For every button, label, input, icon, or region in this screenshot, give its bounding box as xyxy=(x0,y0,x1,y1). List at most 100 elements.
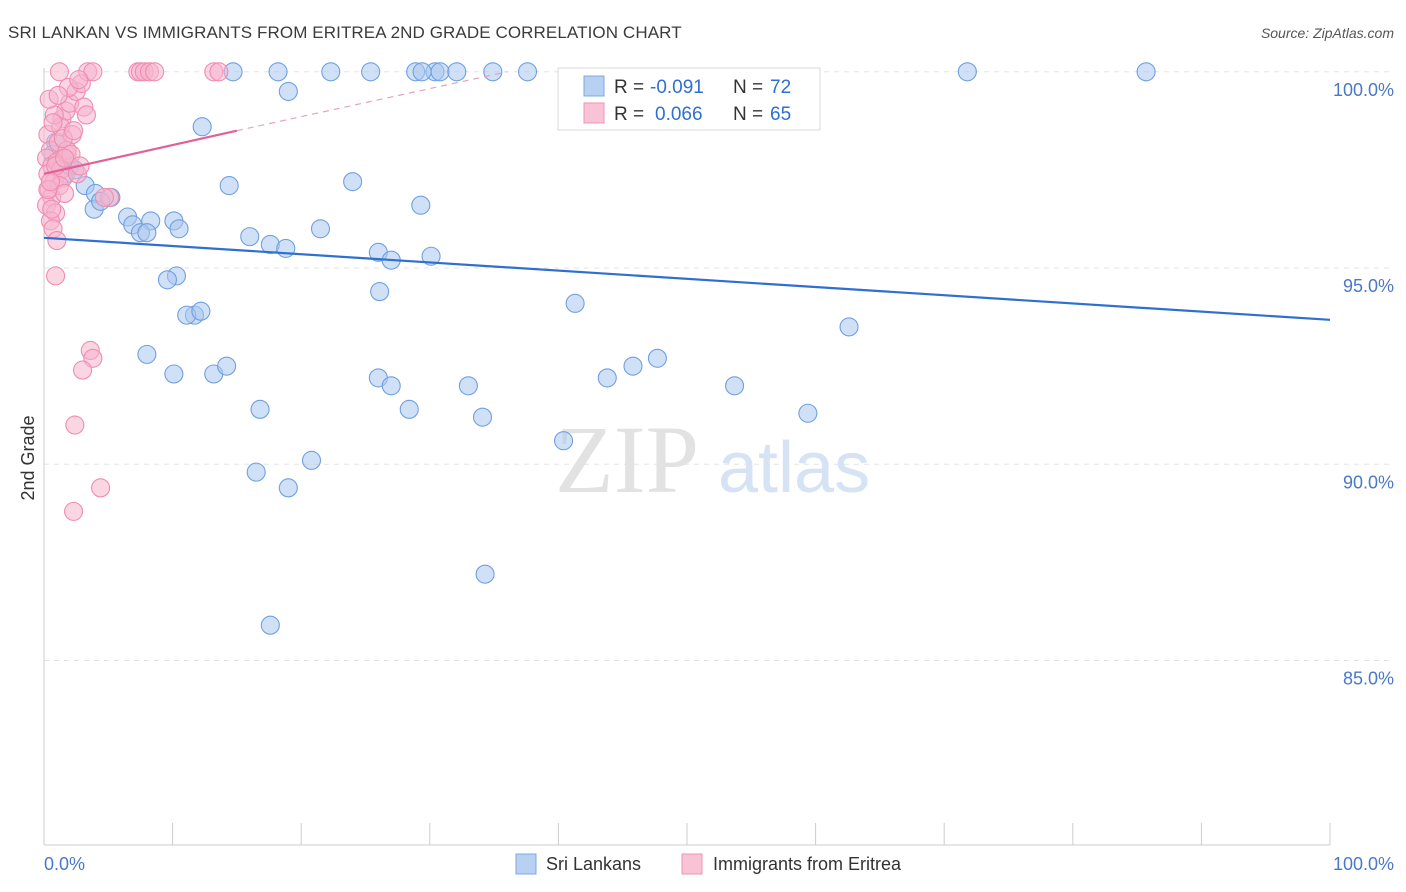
point-sri-lankans-26 xyxy=(268,62,288,82)
axes xyxy=(43,68,1331,846)
stats-legend: R = -0.091 N = 72 R = 0.066 N = 65 xyxy=(557,67,821,131)
point-eritrea-63 xyxy=(94,187,114,207)
legend-r-label-0: R = xyxy=(614,77,644,98)
trend-line-eritrea xyxy=(43,129,238,175)
point-eritrea-60 xyxy=(40,172,60,192)
point-sri-lankans-57 xyxy=(597,368,617,388)
x-tick-label-left: 0.0% xyxy=(44,854,85,874)
legend-swatch-sri-lankans xyxy=(583,75,605,97)
point-sri-lankans-58 xyxy=(623,356,643,376)
chart-source: Source: ZipAtlas.com xyxy=(1260,25,1394,41)
bottom-legend-swatch-eritrea xyxy=(681,853,703,875)
y-tick-labels: 100.0% 95.0% 90.0% 85.0% xyxy=(1333,80,1394,689)
trend-lines xyxy=(43,71,1331,321)
point-sri-lankans-53 xyxy=(565,293,585,313)
point-sri-lankans-18 xyxy=(219,176,239,196)
point-sri-lankans-68 xyxy=(278,478,298,498)
point-sri-lankans-49 xyxy=(137,344,157,364)
point-eritrea-64 xyxy=(76,105,96,125)
point-eritrea-37 xyxy=(209,62,229,82)
legend-r-value-0: -0.091 xyxy=(650,77,704,98)
point-eritrea-58 xyxy=(48,85,68,105)
point-sri-lankans-24 xyxy=(278,81,298,101)
point-sri-lankans-17 xyxy=(169,219,189,239)
point-sri-lankans-34 xyxy=(483,62,503,82)
y-axis-title: 2nd Grade xyxy=(18,415,38,500)
bottom-legend-swatch-sri-lankans xyxy=(515,853,537,875)
point-eritrea-35 xyxy=(145,62,165,82)
point-sri-lankans-48 xyxy=(191,301,211,321)
point-sri-lankans-45 xyxy=(157,270,178,290)
point-eritrea-47 xyxy=(65,415,85,435)
legend-swatch-eritrea xyxy=(583,102,605,124)
y-tick-label-0: 100.0% xyxy=(1333,80,1394,100)
point-eritrea-16 xyxy=(55,183,75,203)
point-sri-lankans-69 xyxy=(472,407,493,427)
point-sri-lankans-33 xyxy=(447,62,467,82)
point-sri-lankans-50 xyxy=(164,364,184,384)
y-tick-label-2: 90.0% xyxy=(1343,472,1394,492)
point-sri-lankans-67 xyxy=(246,462,266,482)
legend-n-value-0: 72 xyxy=(770,77,791,98)
point-sri-lankans-55 xyxy=(381,376,401,396)
point-eritrea-51 xyxy=(69,70,89,90)
point-sri-lankans-59 xyxy=(647,348,667,368)
chart-title: SRI LANKAN VS IMMIGRANTS FROM ERITREA 2N… xyxy=(8,23,682,42)
point-sri-lankans-61 xyxy=(250,399,270,419)
point-eritrea-57 xyxy=(43,113,63,133)
point-eritrea-46 xyxy=(73,360,93,380)
point-eritrea-61 xyxy=(55,148,75,168)
point-eritrea-42 xyxy=(47,231,67,251)
point-sri-lankans-62 xyxy=(399,399,419,419)
point-sri-lankans-40 xyxy=(411,195,431,215)
point-sri-lankans-28 xyxy=(361,62,381,82)
point-sri-lankans-60 xyxy=(839,317,859,337)
point-eritrea-48 xyxy=(91,478,111,498)
point-sri-lankans-27 xyxy=(321,62,341,82)
bottom-legend: Sri Lankans Immigrants from Eritrea xyxy=(515,853,902,875)
legend-n-label-1: N = xyxy=(733,104,763,125)
point-sri-lankans-37 xyxy=(1136,62,1156,82)
point-sri-lankans-15 xyxy=(137,223,157,243)
watermark-zip: ZIP xyxy=(555,406,699,513)
point-sri-lankans-64 xyxy=(798,403,818,423)
point-sri-lankans-31 xyxy=(412,62,432,82)
grid-lines xyxy=(44,71,1394,662)
legend-n-label-0: N = xyxy=(733,77,763,98)
legend-n-value-1: 65 xyxy=(770,104,791,125)
point-sri-lankans-42 xyxy=(421,246,441,266)
point-sri-lankans-19 xyxy=(192,117,212,137)
point-eritrea-49 xyxy=(64,501,84,521)
legend-r-label-1: R = xyxy=(614,104,644,125)
point-sri-lankans-36 xyxy=(957,62,977,82)
point-sri-lankans-63 xyxy=(553,431,574,451)
legend-r-value-1: 0.066 xyxy=(655,104,703,125)
point-sri-lankans-38 xyxy=(343,172,363,192)
point-sri-lankans-65 xyxy=(725,376,745,396)
point-sri-lankans-71 xyxy=(260,615,280,635)
point-sri-lankans-43 xyxy=(370,282,390,302)
trend-line-eritrea-extension xyxy=(236,71,508,132)
point-eritrea-28 xyxy=(49,62,69,82)
point-eritrea-43 xyxy=(46,266,66,286)
bottom-legend-label-sri-lankans: Sri Lankans xyxy=(546,854,641,874)
watermark: ZIP atlas xyxy=(555,406,870,513)
trend-line-sri-lankans xyxy=(43,236,1331,321)
point-sri-lankans-52 xyxy=(217,356,237,376)
point-sri-lankans-35 xyxy=(517,62,538,82)
point-sri-lankans-66 xyxy=(301,450,322,470)
bottom-legend-label-eritrea: Immigrants from Eritrea xyxy=(713,854,902,874)
series-sri-lankans xyxy=(43,62,1156,635)
point-sri-lankans-20 xyxy=(240,227,260,247)
x-tick-label-right: 100.0% xyxy=(1333,854,1394,874)
watermark-atlas: atlas xyxy=(718,428,870,508)
y-tick-label-1: 95.0% xyxy=(1343,276,1394,296)
point-sri-lankans-56 xyxy=(458,376,478,396)
point-eritrea-52 xyxy=(42,199,62,219)
point-sri-lankans-32 xyxy=(430,62,450,82)
point-eritrea-59 xyxy=(64,121,84,141)
y-tick-label-3: 85.0% xyxy=(1343,669,1394,689)
point-sri-lankans-23 xyxy=(310,219,331,239)
point-sri-lankans-70 xyxy=(475,564,495,584)
